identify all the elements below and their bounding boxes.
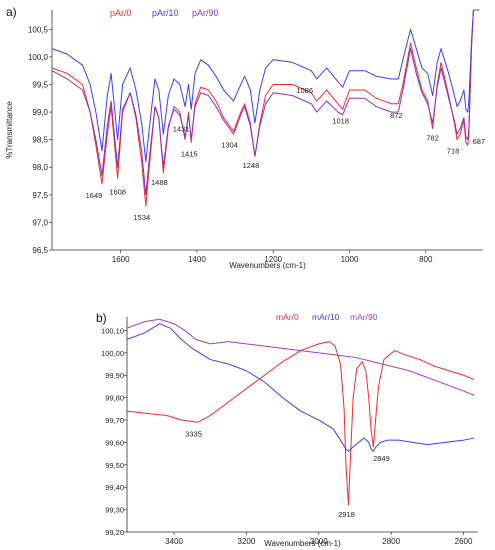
y-tick-label: 100,0	[28, 53, 49, 62]
series-line-par-10	[52, 9, 480, 163]
chart-panel-b: b) 99,20 99,30 99,40 99,50 99,60 99,70 99,80 99,…	[96, 311, 478, 548]
y-tick-label: 100,00	[101, 349, 124, 358]
x-tick-label: 3400	[165, 537, 183, 546]
x-tick-label: 1400	[188, 255, 206, 264]
y-tick-label: 98,0	[32, 163, 48, 172]
legend-entry: mAr/10	[312, 312, 340, 322]
peak-label: 1649	[86, 191, 103, 200]
series-line-mar-0	[127, 341, 475, 506]
x-axis-label: Wavenumbers (cm-1)	[229, 261, 306, 270]
peak-label: 718	[447, 147, 460, 156]
peak-label: 1608	[109, 187, 126, 196]
chart-panel-a: a) 96,5 97,0 97,5 98,0 98,5 99,0 99,5 100,0 100,5…	[5, 5, 485, 270]
y-tick-label: 99,90	[105, 371, 124, 380]
x-tick-label: 2800	[382, 537, 400, 546]
y-tick-label: 99,80	[105, 394, 124, 403]
y-tick-label: 99,0	[32, 108, 48, 117]
x-axis-label: Wavenumbers (cm-1)	[264, 539, 341, 548]
series-line-par-90	[52, 9, 480, 196]
y-tick-label: 96,5	[32, 246, 48, 255]
y-axis-label: %Transmittance	[5, 101, 14, 159]
series-line-par-0	[52, 9, 480, 207]
series-line-mar-10	[127, 323, 475, 452]
x-tick-label: 3000	[310, 537, 328, 546]
panel-label: a)	[6, 5, 17, 19]
y-tick-label: 98,5	[32, 136, 48, 145]
y-tick-label: 99,40	[105, 483, 124, 492]
x-tick-label: 1600	[112, 255, 130, 264]
y-tick-label: 99,70	[105, 416, 124, 425]
x-tick-label: 2600	[455, 537, 473, 546]
y-tick-label: 99,50	[105, 461, 124, 470]
y-tick-label: 100,10	[101, 326, 124, 335]
peak-label: 2849	[373, 454, 390, 463]
peak-label: 1086	[296, 86, 313, 95]
legend-entry: pAr/0	[110, 8, 132, 18]
x-tick-label: 3200	[238, 537, 256, 546]
peak-label: 1018	[332, 116, 349, 125]
x-tick-label: 800	[419, 255, 433, 264]
legend-entry: mAr/0	[276, 312, 299, 322]
series-line-mar-90	[127, 318, 475, 396]
legend-entry: pAr/10	[152, 8, 179, 18]
peak-label: 782	[426, 134, 439, 143]
x-tick-label: 1000	[341, 255, 359, 264]
peak-label: 2918	[338, 510, 355, 519]
y-tick-label: 100,5	[28, 25, 49, 34]
y-tick-label: 99,60	[105, 438, 124, 447]
legend-entry: pAr/90	[192, 8, 219, 18]
peak-label: 1304	[221, 140, 238, 149]
peak-label: 1534	[133, 213, 150, 222]
panel-label: b)	[96, 311, 107, 325]
y-tick-label: 99,5	[32, 80, 48, 89]
peak-label: 3335	[185, 429, 202, 438]
legend-entry: mAr/90	[350, 312, 378, 322]
y-tick-label: 97,0	[32, 218, 48, 227]
peak-label: 687	[473, 137, 486, 146]
y-tick-label: 97,5	[32, 191, 48, 200]
peak-label: 1431	[173, 125, 190, 134]
peak-label: 1248	[243, 161, 260, 170]
x-tick-label: 1200	[264, 255, 282, 264]
peak-label: 872	[390, 111, 403, 120]
peak-label: 1488	[151, 178, 168, 187]
y-tick-label: 99,30	[105, 506, 124, 515]
y-tick-label: 99,20	[105, 528, 124, 537]
peak-label: 1415	[181, 149, 198, 158]
